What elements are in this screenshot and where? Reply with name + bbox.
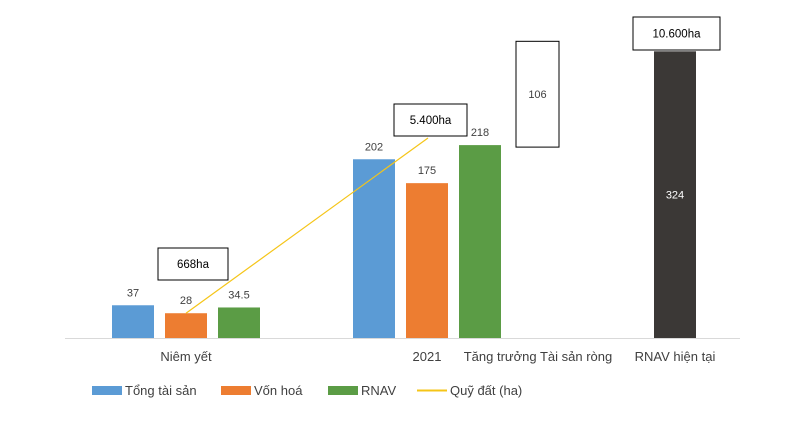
bar-value-label: 218 — [471, 127, 489, 139]
land-bank-line-layer — [185, 137, 429, 314]
legend: Tổng tài sản Vốn hoá RNAV Quỹ đất (ha) — [92, 383, 522, 398]
bar-2-1 — [459, 145, 501, 338]
total-bar — [654, 51, 696, 339]
land-bank-callout-box — [393, 103, 468, 137]
x-tick-label: 2021 — [413, 349, 442, 364]
land-bank-line — [185, 137, 429, 314]
bar-value-label: 28 — [180, 295, 192, 307]
increase-value-label: 106 — [528, 89, 546, 101]
bar-0-1 — [353, 159, 395, 338]
increase-bar — [515, 40, 560, 148]
legend-swatch — [328, 386, 358, 395]
land-bank-callout-box — [157, 247, 229, 281]
callouts-layer: 668ha 5.400ha 10.600ha — [157, 16, 721, 281]
legend-label: RNAV — [361, 383, 396, 398]
bars-layer: 37 202 28 175 34.5 218 106 324 — [112, 40, 696, 339]
bar-1-0 — [165, 313, 207, 338]
land-bank-callout-box — [632, 16, 721, 51]
bar-value-label: 175 — [418, 165, 436, 177]
bar-value-label: 37 — [127, 287, 139, 299]
x-axis: Niêm yết 2021 Tăng trưởng Tài sản ròng RNAV… — [65, 338, 740, 364]
x-tick-label: RNAV hiện tại — [635, 349, 716, 364]
land-bank-callout-label: 5.400ha — [410, 115, 452, 127]
bar-0-0 — [112, 305, 154, 338]
legend-swatch — [92, 386, 122, 395]
bar-1-1 — [406, 183, 448, 338]
x-tick-label: Tăng trưởng Tài sản ròng — [464, 349, 613, 364]
bar-2-0 — [218, 307, 260, 338]
land-bank-callout-label: 10.600ha — [653, 29, 702, 41]
legend-label: Vốn hoá — [254, 383, 303, 398]
land-bank-callout-label: 668ha — [177, 259, 210, 271]
total-value-label: 324 — [666, 190, 684, 202]
legend-swatch — [221, 386, 251, 395]
legend-label: Tổng tài sản — [125, 383, 197, 398]
x-tick-label: Niêm yết — [160, 349, 212, 364]
bar-value-label: 202 — [365, 141, 383, 153]
legend-label: Quỹ đất (ha) — [450, 383, 522, 398]
bar-value-label: 34.5 — [228, 289, 249, 301]
